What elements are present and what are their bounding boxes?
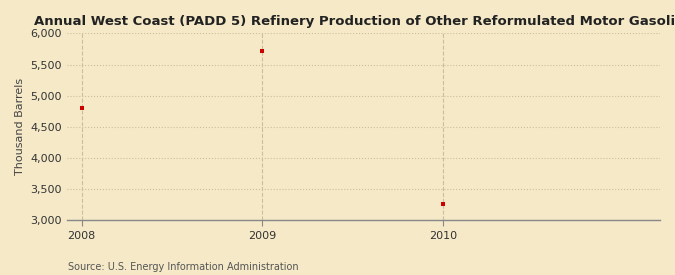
Point: [437, 201, 448, 206]
Point: [76, 106, 87, 110]
Y-axis label: Thousand Barrels: Thousand Barrels: [15, 78, 25, 175]
Point: [257, 49, 268, 53]
Title: Annual West Coast (PADD 5) Refinery Production of Other Reformulated Motor Gasol: Annual West Coast (PADD 5) Refinery Prod…: [34, 15, 675, 28]
Text: Source: U.S. Energy Information Administration: Source: U.S. Energy Information Administ…: [68, 262, 298, 272]
